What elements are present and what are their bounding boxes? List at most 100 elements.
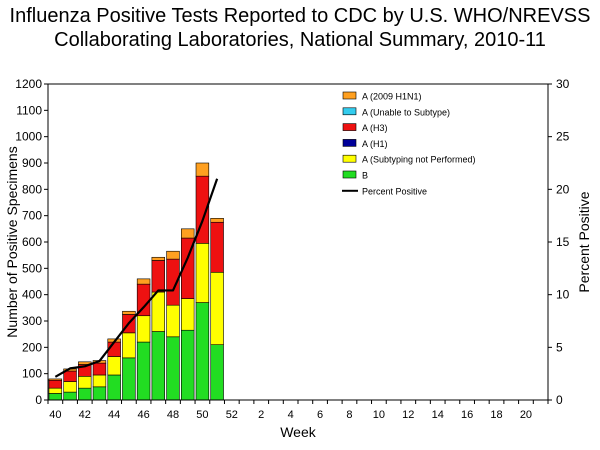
bar-week-43-a-subtyping-not-performed xyxy=(92,374,107,388)
bar-week-49-b xyxy=(181,329,195,401)
legend: A (2009 H1N1) A (Unable to Subtype) A (H3)… xyxy=(342,91,476,196)
y-tick-label-800: 800 xyxy=(22,182,42,196)
bar-week-50-a-2009-h1n1 xyxy=(195,162,210,177)
bar-week-48-a-subtyping-not-performed xyxy=(166,304,180,338)
legend-swatch-b xyxy=(342,170,357,179)
y-tick-label-1000: 1000 xyxy=(15,130,42,144)
legend-swatch-a-unable-to-subtype xyxy=(342,107,357,116)
bar-week-40-a-2009-h1n1 xyxy=(48,378,63,381)
legend-label-a-h1: A (H1) xyxy=(362,139,388,149)
bar-week-49-a-subtyping-not-performed xyxy=(181,298,195,331)
bar-week-50-a-subtyping-not-performed xyxy=(195,243,210,303)
bar-week-45-b xyxy=(122,357,136,401)
bar-week-51-b xyxy=(210,344,224,401)
bar-week-45-a-2009-h1n1 xyxy=(122,310,136,315)
x-tick-label-2: 2 xyxy=(258,409,264,421)
bar-week-41-a-subtyping-not-performed xyxy=(63,381,77,393)
y-axis: 0 100 200 300 400 500 600 700 800 900 1000 1100 1200 xyxy=(15,77,48,407)
bar-week-47-a-2009-h1n1 xyxy=(151,256,165,261)
x-tick-label-46: 46 xyxy=(137,409,149,421)
y-tick-label-200: 200 xyxy=(22,340,42,354)
y-tick-label-100: 100 xyxy=(22,367,42,381)
bar-week-50-b xyxy=(195,302,210,401)
bar-week-46-a-subtyping-not-performed xyxy=(136,315,151,343)
x-axis: 40 42 44 46 48 50 52 2 4 6 8 10 12 14 16 18 20 xyxy=(47,400,549,421)
y2-tick-label-15: 15 xyxy=(556,235,570,249)
bar-week-48-a-2009-h1n1 xyxy=(166,250,180,260)
x-tick-label-4: 4 xyxy=(288,409,294,421)
bar-week-42-a-subtyping-not-performed xyxy=(78,375,92,389)
percent-positive-layer xyxy=(54,178,219,378)
bar-week-41-b xyxy=(63,391,77,401)
legend-label-a-unable-to-subtype: A (Unable to Subtype) xyxy=(362,107,450,117)
y-tick-label-300: 300 xyxy=(22,314,42,328)
y2-tick-label-30: 30 xyxy=(556,77,570,91)
y-tick-label-900: 900 xyxy=(22,156,42,170)
chart-title-line1: Influenza Positive Tests Reported to CDC… xyxy=(9,5,591,27)
bar-week-40-a-h3 xyxy=(48,379,63,389)
bar-week-43-b xyxy=(92,386,107,401)
y2-tick-label-5: 5 xyxy=(556,340,563,354)
y-tick-label-600: 600 xyxy=(22,235,42,249)
percent-positive-line xyxy=(54,178,219,378)
bar-week-40-b xyxy=(48,393,63,401)
x-tick-label-48: 48 xyxy=(167,409,179,421)
y-tick-label-700: 700 xyxy=(22,209,42,223)
y2-tick-label-10: 10 xyxy=(556,288,570,302)
bar-week-48-b xyxy=(166,336,180,401)
x-tick-label-42: 42 xyxy=(79,409,91,421)
y2-axis-label: Percent Positive xyxy=(576,191,592,292)
y-tick-label-400: 400 xyxy=(22,288,42,302)
x-tick-label-6: 6 xyxy=(317,409,323,421)
x-tick-label-12: 12 xyxy=(402,409,414,421)
bar-week-51-a-2009-h1n1 xyxy=(210,218,224,223)
bar-week-43-a-h3 xyxy=(92,362,107,376)
x-tick-label-8: 8 xyxy=(346,409,352,421)
x-tick-label-14: 14 xyxy=(432,409,444,421)
bar-week-51-a-h3 xyxy=(210,221,224,273)
chart-title-line2: Collaborating Laboratories, National Sum… xyxy=(54,29,546,51)
legend-swatch-a-2009-h1n1 xyxy=(342,91,357,100)
x-tick-label-50: 50 xyxy=(196,409,208,421)
x-tick-label-44: 44 xyxy=(108,409,120,421)
legend-swatch-a-h3 xyxy=(342,123,357,131)
y-tick-label-1200: 1200 xyxy=(15,77,42,91)
y-tick-label-500: 500 xyxy=(22,261,42,275)
y-tick-label-0: 0 xyxy=(35,393,42,407)
legend-label-a-2009-h1n1: A (2009 H1N1) xyxy=(362,92,422,102)
bars-layer xyxy=(48,162,224,401)
x-tick-label-16: 16 xyxy=(461,409,473,421)
bar-week-42-b xyxy=(78,387,92,401)
bar-week-45-a-subtyping-not-performed xyxy=(122,332,136,359)
legend-swatch-a-subtyping-not-performed xyxy=(342,154,357,163)
bar-week-41-a-h3 xyxy=(63,370,77,382)
legend-label-b: B xyxy=(362,171,368,181)
bar-week-47-a-h3 xyxy=(151,260,165,293)
bar-week-47-b xyxy=(151,331,165,401)
bar-week-46-a-2009-h1n1 xyxy=(136,278,151,285)
y-tick-label-1100: 1100 xyxy=(16,103,42,117)
y2-tick-label-20: 20 xyxy=(556,182,570,196)
bar-week-51-a-subtyping-not-performed xyxy=(210,271,224,345)
y2-tick-label-0: 0 xyxy=(556,393,563,407)
legend-label-a-subtyping-not-performed: A (Subtyping not Performed) xyxy=(362,155,476,165)
bar-week-49-a-2009-h1n1 xyxy=(181,228,195,239)
y-axis-label: Number of Positive Specimens xyxy=(4,146,20,337)
legend-label-a-h3: A (H3) xyxy=(362,123,388,133)
x-tick-label-20: 20 xyxy=(520,409,532,421)
bar-week-46-b xyxy=(136,341,151,401)
bar-week-40-a-subtyping-not-performed xyxy=(48,387,63,394)
y2-tick-label-25: 25 xyxy=(556,130,570,144)
chart-title: Influenza Positive Tests Reported to CDC… xyxy=(0,4,600,52)
x-axis-label: Week xyxy=(280,424,317,440)
x-tick-label-18: 18 xyxy=(490,409,502,421)
bar-week-47-a-subtyping-not-performed xyxy=(151,291,165,332)
bar-week-44-b xyxy=(107,374,121,401)
legend-swatch-a-h1 xyxy=(342,139,357,147)
legend-label-percent-positive: Percent Positive xyxy=(362,186,427,196)
bar-week-44-a-subtyping-not-performed xyxy=(107,356,121,376)
x-tick-label-40: 40 xyxy=(49,409,61,421)
y2-axis: 0 5 10 15 20 25 30 xyxy=(548,77,570,407)
x-tick-label-10: 10 xyxy=(373,409,385,421)
